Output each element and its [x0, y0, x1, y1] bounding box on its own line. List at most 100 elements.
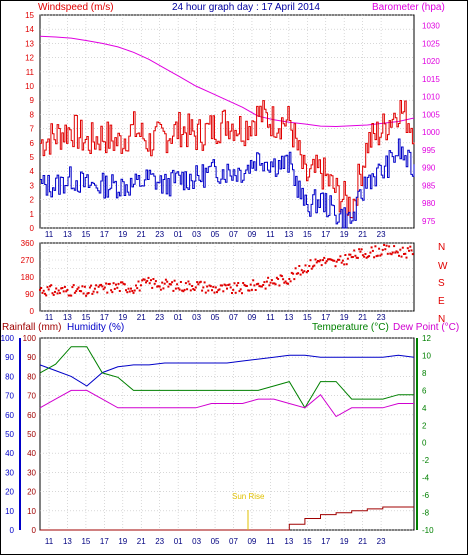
direction-point	[390, 253, 393, 256]
climate-x-tick-label: 13	[63, 537, 72, 546]
direction-point	[323, 256, 326, 259]
direction-point	[184, 282, 187, 285]
direction-point	[106, 291, 109, 294]
climate-x-tick-label: 15	[303, 537, 312, 546]
direction-point	[255, 283, 258, 286]
direction-point	[303, 270, 306, 273]
direction-point	[265, 280, 268, 283]
direction-point	[179, 281, 182, 283]
climate-x-tick-label: 19	[340, 537, 349, 546]
direction-point	[341, 259, 344, 262]
direction-point	[292, 272, 295, 275]
direction-point	[330, 258, 333, 261]
direction-x-tick-label: 07	[229, 313, 238, 322]
direction-point	[76, 288, 79, 291]
direction-point	[319, 259, 322, 262]
direction-x-tick-label: 05	[211, 313, 220, 322]
direction-point	[378, 247, 381, 250]
direction-point	[348, 253, 351, 256]
direction-point	[52, 293, 55, 296]
wind-x-tick-label: 21	[358, 230, 367, 239]
direction-point	[349, 253, 352, 256]
barometer-label: Barometer (hpa)	[372, 2, 445, 13]
direction-point	[113, 287, 116, 290]
wind-x-tick-label: 09	[247, 230, 256, 239]
direction-point	[218, 288, 221, 291]
direction-point	[204, 291, 207, 294]
rain-y-tick-label: 60	[5, 411, 14, 420]
direction-point	[45, 294, 48, 297]
direction-point	[354, 254, 357, 257]
direction-point	[168, 283, 171, 285]
direction-compass-label: W	[438, 261, 448, 272]
direction-point	[81, 285, 84, 288]
direction-point	[65, 290, 68, 293]
wind-y-tick-label: 5	[30, 153, 35, 162]
temperature-y-tick-label: 10	[422, 351, 431, 360]
climate-x-tick-label: 17	[321, 537, 330, 546]
direction-point	[67, 294, 70, 297]
wind-x-tick-label: 13	[63, 230, 72, 239]
direction-point	[97, 285, 100, 288]
direction-point	[115, 283, 117, 286]
wind-y-tick-label: 4	[30, 167, 35, 176]
direction-point	[284, 280, 287, 283]
direction-point	[401, 246, 404, 249]
temperature-line	[39, 346, 414, 409]
rain-y-tick-label: 20	[5, 488, 14, 497]
humidity-y-tick-label: 100	[23, 334, 37, 343]
direction-point	[356, 256, 359, 259]
climate-x-tick-label: 01	[174, 537, 183, 546]
direction-x-tick-label: 15	[81, 313, 90, 322]
direction-point	[298, 265, 301, 267]
wind-y-tick-label: 10	[25, 82, 34, 91]
direction-point	[226, 287, 228, 290]
direction-point	[262, 284, 265, 286]
direction-point	[344, 254, 347, 256]
wind-x-tick-label: 17	[100, 230, 109, 239]
direction-point	[92, 290, 95, 293]
direction-point	[290, 271, 293, 274]
temperature-y-tick-label: 0	[422, 439, 427, 448]
rain-y-tick-label: 80	[5, 372, 14, 381]
direction-point	[159, 288, 162, 291]
direction-point	[112, 282, 115, 285]
direction-point	[324, 261, 327, 264]
direction-point	[212, 285, 215, 288]
direction-point	[62, 290, 65, 293]
direction-point	[153, 282, 156, 285]
wind-y-tick-label: 13	[25, 39, 34, 48]
direction-point	[122, 282, 125, 285]
direction-y-tick-label: 90	[25, 290, 34, 299]
rain-y-tick-label: 40	[5, 449, 14, 458]
wind-x-tick-label: 15	[81, 230, 90, 239]
direction-point	[123, 283, 126, 286]
wind-x-tick-label: 01	[174, 230, 183, 239]
direction-point	[86, 292, 89, 295]
baro-y-tick-label: 990	[422, 164, 436, 173]
direction-point	[305, 271, 308, 274]
direction-point	[264, 287, 267, 290]
direction-point	[299, 273, 302, 276]
direction-point	[388, 245, 391, 248]
wind-x-tick-label: 17	[321, 230, 330, 239]
direction-point	[95, 284, 98, 287]
direction-point	[359, 250, 362, 253]
wind-x-tick-label: 03	[192, 230, 201, 239]
climate-x-tick-label: 03	[192, 537, 201, 546]
baro-y-tick-label: 995	[422, 146, 436, 155]
direction-point	[370, 246, 373, 249]
direction-point	[338, 258, 341, 261]
direction-point	[241, 292, 243, 295]
direction-point	[221, 284, 223, 287]
baro-y-tick-label: 1005	[422, 110, 440, 119]
direction-point	[270, 279, 273, 282]
direction-point	[332, 259, 334, 262]
direction-point	[275, 276, 278, 279]
direction-point	[102, 288, 105, 291]
direction-point	[345, 263, 348, 266]
humidity-y-tick-label: 0	[32, 526, 37, 535]
direction-point	[368, 255, 371, 258]
direction-point	[176, 283, 179, 286]
